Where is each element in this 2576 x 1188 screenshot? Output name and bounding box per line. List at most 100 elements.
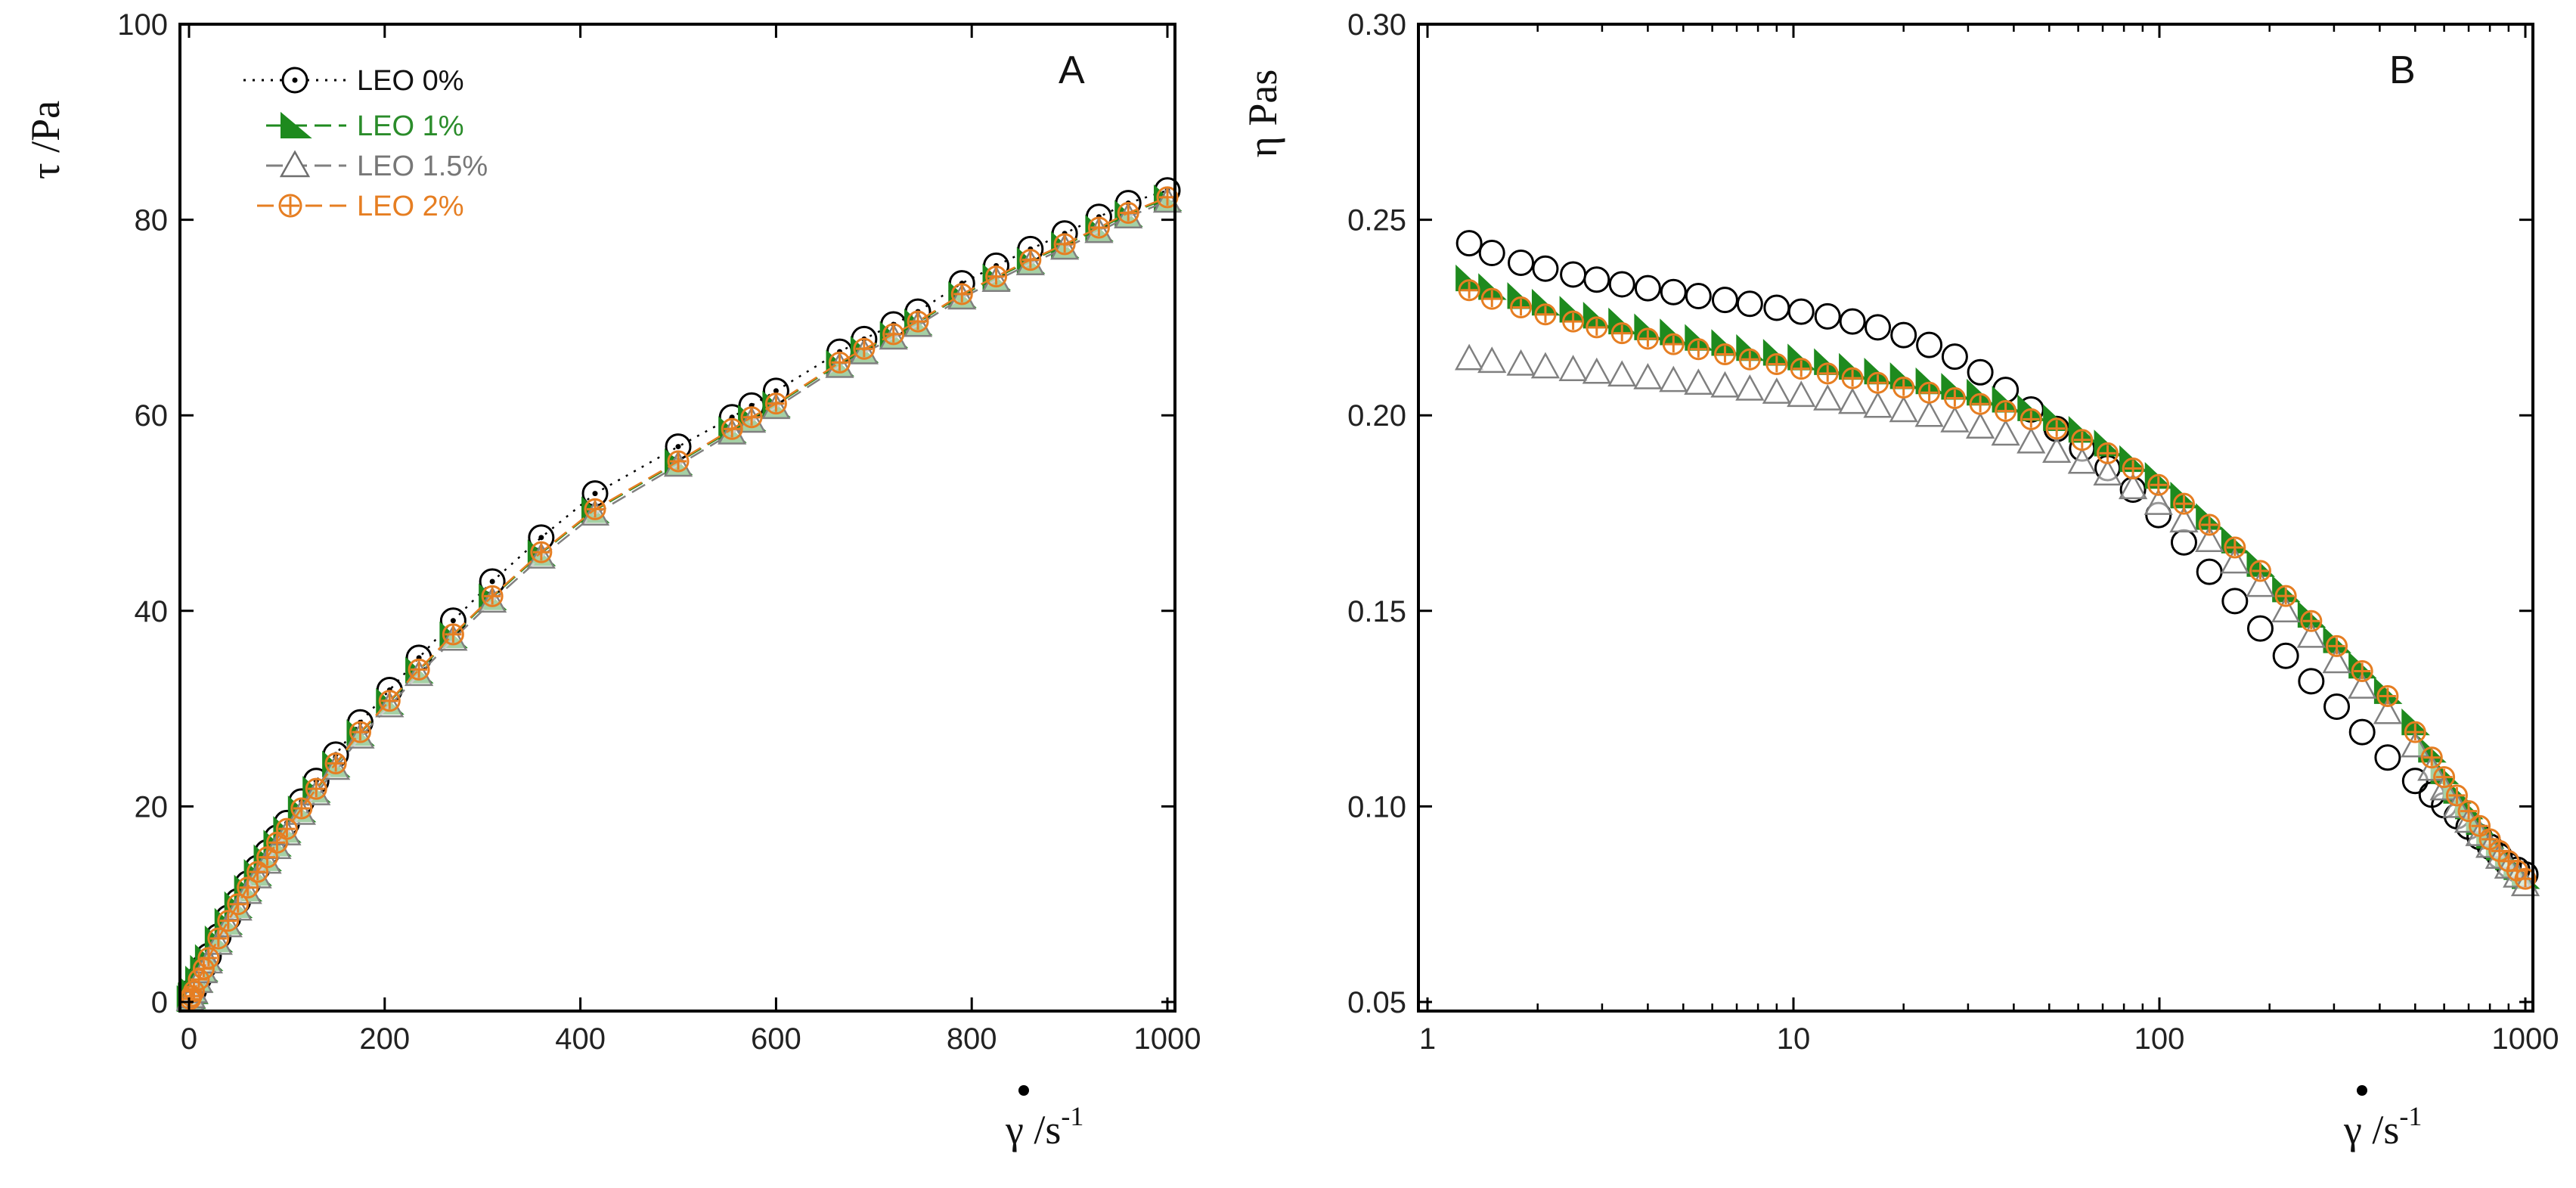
data-point-leo-0 (1478, 240, 1505, 267)
data-point-leo-15 (1837, 387, 1868, 414)
data-point-leo-2 (1713, 343, 1736, 366)
data-point-leo-0 (2221, 588, 2249, 615)
data-point-leo-2 (1765, 352, 1788, 375)
data-point-leo-2 (2274, 585, 2297, 607)
panel-a-y-axis-title: τ /Pa (23, 101, 68, 179)
data-point-leo-2 (1943, 386, 1966, 409)
series-markers-leo-2 (1458, 279, 2537, 890)
data-point-leo-2 (227, 893, 250, 916)
data-point-leo-0 (2374, 744, 2401, 771)
data-point-leo-2 (1841, 367, 1864, 389)
data-point-leo-15 (2118, 473, 2148, 500)
data-point-leo-15 (2195, 526, 2224, 552)
data-point-leo-2 (1019, 249, 1042, 271)
data-point-leo-0 (1736, 290, 1763, 318)
data-point-leo-0 (1532, 255, 1559, 282)
data-point-leo-2 (2433, 766, 2456, 789)
data-point-leo-2 (2198, 513, 2221, 536)
data-point-leo-2 (2300, 610, 2323, 632)
x-tick-label: 200 (359, 1022, 410, 1056)
data-point-leo-15 (2144, 488, 2173, 515)
data-point-leo-15 (1582, 357, 1611, 384)
panel-a-ticks: 0 200 400 600 800 1000 0 20 40 60 80 100 (117, 8, 1201, 1056)
data-point-leo-15 (1633, 362, 1663, 389)
y-tick-label: 100 (117, 8, 168, 42)
data-point-leo-2 (721, 417, 743, 440)
y-tick-label: 0.10 (1347, 790, 1406, 824)
data-point-leo-2 (1867, 371, 1889, 394)
data-point-leo-15 (1762, 377, 1791, 404)
y-tick-label: 20 (135, 790, 169, 824)
panel-b-letter: B (2389, 48, 2416, 92)
panel-a-shear-stress: 0 200 400 600 800 1000 0 20 40 60 80 100 A τ /Pa γ … (23, 8, 1201, 1152)
data-point-leo-2 (1610, 322, 1633, 345)
data-point-leo-2 (985, 265, 1008, 288)
data-point-leo-2 (2224, 536, 2246, 559)
data-point-leo-15 (2093, 459, 2122, 486)
panel-b-data-layer (1455, 230, 2540, 897)
data-point-leo-2 (2404, 721, 2426, 743)
data-point-leo-2 (1995, 400, 2017, 423)
data-point-leo-2 (1053, 233, 1076, 256)
legend-label-leo-2: LEO 2% (357, 191, 464, 222)
data-point-leo-2 (2172, 492, 2195, 515)
x-tick-label: 600 (751, 1022, 801, 1056)
data-point-leo-2 (1087, 216, 1110, 239)
data-point-leo-2 (2122, 458, 2144, 480)
data-point-leo-0 (1508, 249, 1535, 276)
data-point-leo-2 (2147, 473, 2170, 496)
data-point-leo-15 (2373, 697, 2403, 724)
panel-a-x-axis-title-text: γ /s (1005, 1107, 1061, 1152)
data-point-leo-2 (182, 980, 205, 1003)
data-point-leo-15 (2220, 547, 2249, 574)
data-point-leo-15 (2322, 647, 2351, 674)
y-tick-label: 60 (135, 399, 169, 433)
data-point-leo-0 (1583, 266, 1610, 293)
data-point-leo-2 (2351, 659, 2373, 682)
data-point-leo-15 (1965, 412, 1995, 439)
data-point-leo-2 (1156, 186, 1179, 209)
data-point-leo-2 (1662, 333, 1685, 355)
data-point-leo-2 (1117, 202, 1139, 225)
data-point-leo-2 (882, 323, 905, 346)
data-point-leo-2 (2376, 685, 2399, 708)
data-point-leo-2 (349, 721, 371, 743)
data-point-leo-2 (237, 876, 259, 899)
data-point-leo-15 (1607, 360, 1637, 387)
x-tick-label: 400 (555, 1022, 606, 1056)
data-point-leo-0 (1890, 321, 1917, 349)
y-tick-label: 0.05 (1347, 986, 1406, 1019)
data-point-leo-15 (2271, 596, 2301, 623)
panel-b-gamma-dot (2357, 1085, 2367, 1096)
data-point-leo-15 (1558, 355, 1588, 381)
legend-label-leo-15: LEO 1.5% (357, 150, 488, 182)
data-point-leo-2 (950, 283, 973, 306)
data-point-leo-2 (1892, 376, 1915, 399)
data-point-leo-0 (2298, 668, 2325, 695)
data-point-leo-2 (378, 690, 401, 712)
data-point-leo-0 (1839, 308, 1866, 335)
data-point-leo-2 (2420, 746, 2443, 769)
data-point-leo-0 (1660, 278, 1687, 306)
data-point-leo-0 (1608, 271, 1635, 298)
panel-a-gamma-dot (1018, 1085, 1029, 1096)
x-tick-label: 1000 (1134, 1022, 1201, 1056)
data-point-leo-15 (1530, 352, 1561, 379)
series-line-leo-2 (189, 196, 1168, 1000)
data-point-leo-2 (217, 910, 240, 932)
data-point-leo-15 (1813, 383, 1843, 411)
series-markers-leo-0 (1455, 230, 2539, 888)
data-point-leo-15 (1477, 346, 1507, 374)
data-point-leo-15 (2296, 621, 2326, 648)
series-markers-leo-15 (1455, 343, 2540, 897)
legend-label-leo-0: LEO 0% (357, 65, 464, 97)
data-point-leo-0 (1711, 287, 1738, 314)
data-point-leo-0 (2401, 768, 2429, 795)
x-tick-label: 0 (181, 1022, 197, 1056)
data-point-leo-2 (1480, 287, 1503, 310)
panel-b-ticks: 1 10 100 1000 0.05 0.10 0.15 0.20 0.25 0.30 (1347, 8, 2559, 1056)
data-point-leo-15 (2016, 427, 2046, 454)
data-point-leo-2 (275, 817, 298, 840)
data-point-leo-0 (1941, 343, 1968, 371)
x-tick-label: 100 (2134, 1022, 2185, 1056)
